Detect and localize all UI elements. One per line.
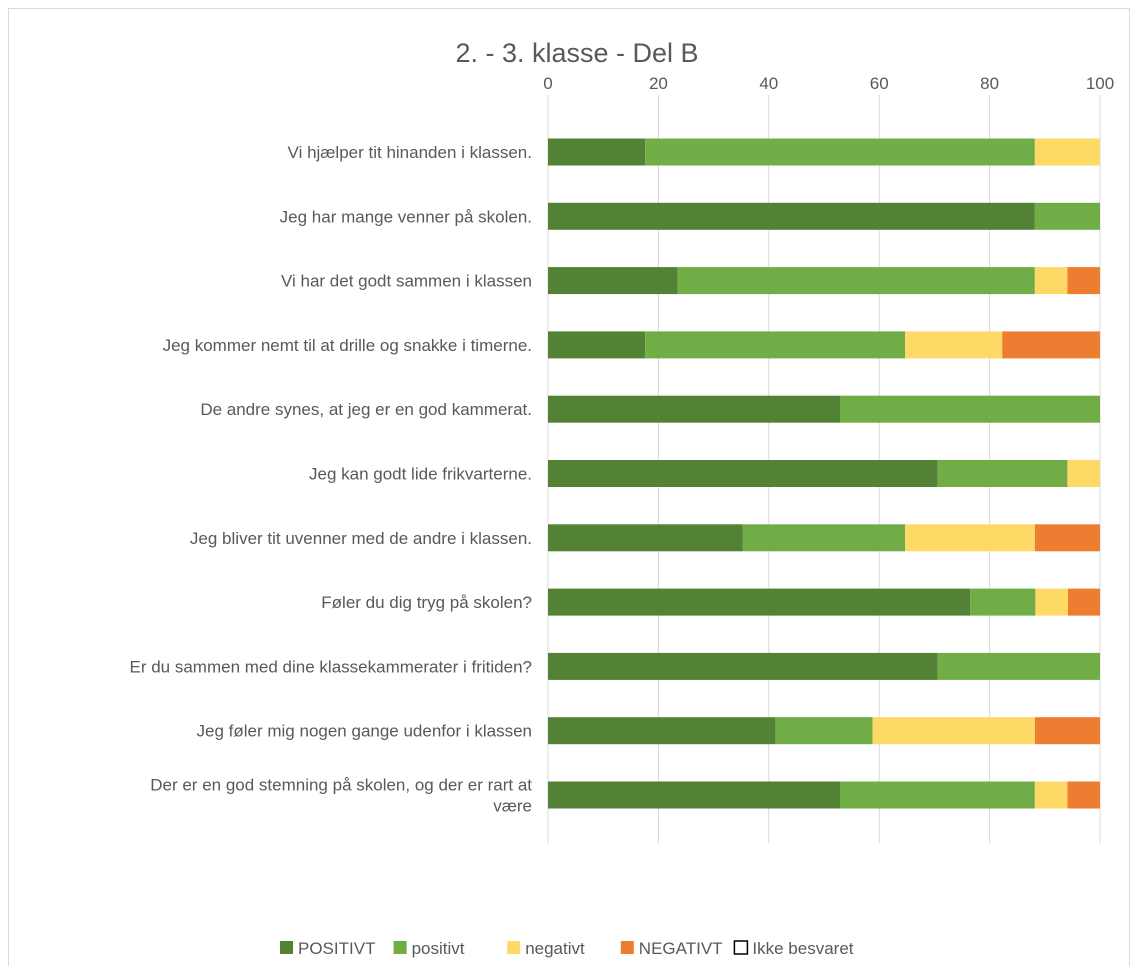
bar-segment (1002, 331, 1100, 359)
bar-segment (548, 524, 743, 552)
bar-segment (548, 781, 841, 809)
category-label: Vi hjælper tit hinanden i klassen. (288, 143, 532, 162)
category-label: Jeg føler mig nogen gange udenfor i klas… (197, 722, 532, 741)
bar-segment (937, 652, 1100, 680)
bar-segment (1067, 781, 1100, 809)
bar-segment (677, 267, 1035, 295)
bar-segment (548, 202, 1035, 230)
bar-segment (1067, 460, 1100, 487)
legend-swatch (280, 941, 293, 954)
category-label: Jeg bliver tit uvenner med de andre i kl… (190, 529, 532, 548)
category-label: Jeg har mange venner på skolen. (280, 207, 532, 226)
bar-segment (548, 588, 971, 616)
bar-segment (872, 717, 1035, 745)
category-label: Føler du dig tryg på skolen? (321, 593, 532, 612)
x-tick-label: 100 (1086, 74, 1114, 93)
bar-segment (775, 717, 873, 745)
bar-segment (840, 395, 1100, 423)
x-tick-label: 20 (649, 74, 668, 93)
chart-title: 2. - 3. klasse - Del B (455, 38, 698, 68)
x-axis-ticks: 0 20 40 60 80 100 (543, 74, 1114, 93)
legend-label: positivt (412, 939, 465, 958)
x-tick-label: 40 (759, 74, 778, 93)
bar-segment (1034, 202, 1100, 230)
category-label: Jeg kan godt lide frikvarterne. (309, 465, 532, 484)
bar-segment (548, 331, 646, 359)
category-label: Er du sammen med dine klassekammerater i… (130, 657, 533, 676)
x-tick-label: 60 (870, 74, 889, 93)
bar-segment (548, 717, 776, 745)
bar-segment (970, 588, 1036, 616)
bar-segment (840, 781, 1035, 809)
x-tick-label: 0 (543, 74, 552, 93)
legend-label: Ikke besvaret (752, 939, 853, 958)
legend-label: NEGATIVT (639, 939, 723, 958)
chart-area: 2. - 3. klasse - Del B 0 20 40 60 80 100 Vi h… (8, 8, 1130, 966)
legend-swatch (507, 941, 521, 954)
bar-segment (1034, 524, 1100, 552)
bar-segment (548, 460, 938, 487)
category-label: De andre synes, at jeg er en god kammera… (200, 400, 532, 419)
legend-label: negativt (525, 939, 585, 958)
bar-segment (742, 524, 906, 552)
bar-segment (1067, 588, 1100, 616)
bar-segment (548, 138, 646, 166)
bar-segment (1034, 138, 1100, 166)
category-labels: Vi hjælper tit hinanden i klassen. Jeg ha… (130, 143, 533, 816)
bar-segment (905, 331, 1003, 359)
legend-label: POSITIVT (298, 939, 375, 958)
bar-segment (645, 331, 906, 359)
legend-swatch (733, 940, 749, 955)
bar-segment (1034, 267, 1068, 295)
category-label: Vi har det godt sammen i klassen (281, 272, 532, 291)
category-label: Jeg kommer nemt til at drille og snakke … (163, 336, 532, 355)
bar-segment (1035, 588, 1068, 616)
bar-segment (1034, 781, 1068, 809)
stacked-bar-chart: 2. - 3. klasse - Del B 0 20 40 60 80 100 Vi h… (130, 38, 1115, 958)
bar-segment (548, 652, 938, 680)
bar-segment (937, 460, 1068, 487)
legend-swatch (620, 941, 634, 954)
category-label: Der er en god stemning på skolen, og der… (150, 776, 532, 816)
x-tick-label: 80 (980, 74, 999, 93)
legend-swatch (393, 941, 407, 954)
bar-segment (1034, 717, 1100, 745)
bar-segment (548, 395, 841, 423)
legend: POSITIVT positivt negativt NEGATIVT Ikke bes… (280, 939, 854, 958)
bar-segment (1067, 267, 1100, 295)
bars (548, 138, 1100, 809)
bar-segment (905, 524, 1035, 552)
bar-segment (548, 267, 678, 295)
bar-segment (645, 138, 1035, 166)
